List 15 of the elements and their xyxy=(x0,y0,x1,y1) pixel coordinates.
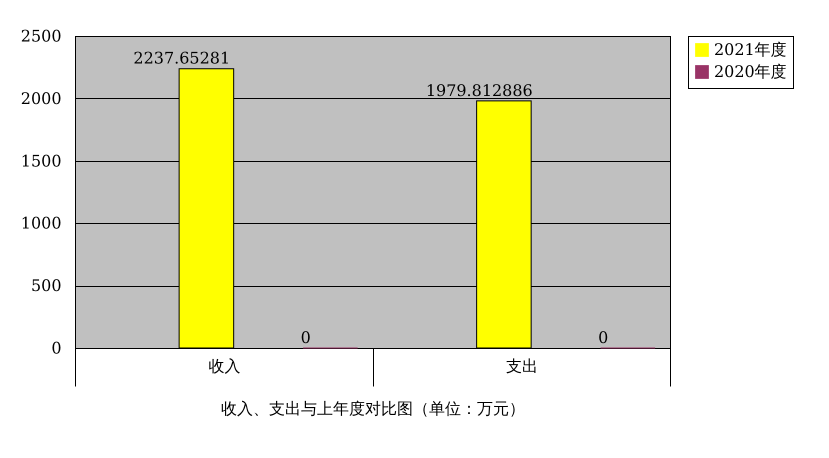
data-label: 1979.812886 xyxy=(426,80,533,100)
y-tick-label: 1000 xyxy=(20,214,62,233)
data-label: 0 xyxy=(598,328,608,347)
y-tick-label: 500 xyxy=(30,276,62,296)
y-tick-label: 2000 xyxy=(20,88,62,108)
data-label: 0 xyxy=(300,328,311,347)
x-tick-label: 支出 xyxy=(506,356,538,376)
data-label: 2237.65281 xyxy=(133,48,230,68)
x-axis-title: 收入、支出与上年度对比图（单位：万元） xyxy=(221,399,525,418)
legend-label: 2021年度 xyxy=(714,40,787,59)
legend-label: 2020年度 xyxy=(714,62,787,81)
y-tick-label: 0 xyxy=(51,338,62,358)
y-tick-label: 1500 xyxy=(20,151,62,170)
y-tick-label: 2500 xyxy=(20,26,62,46)
x-tick-label: 收入 xyxy=(208,356,240,376)
